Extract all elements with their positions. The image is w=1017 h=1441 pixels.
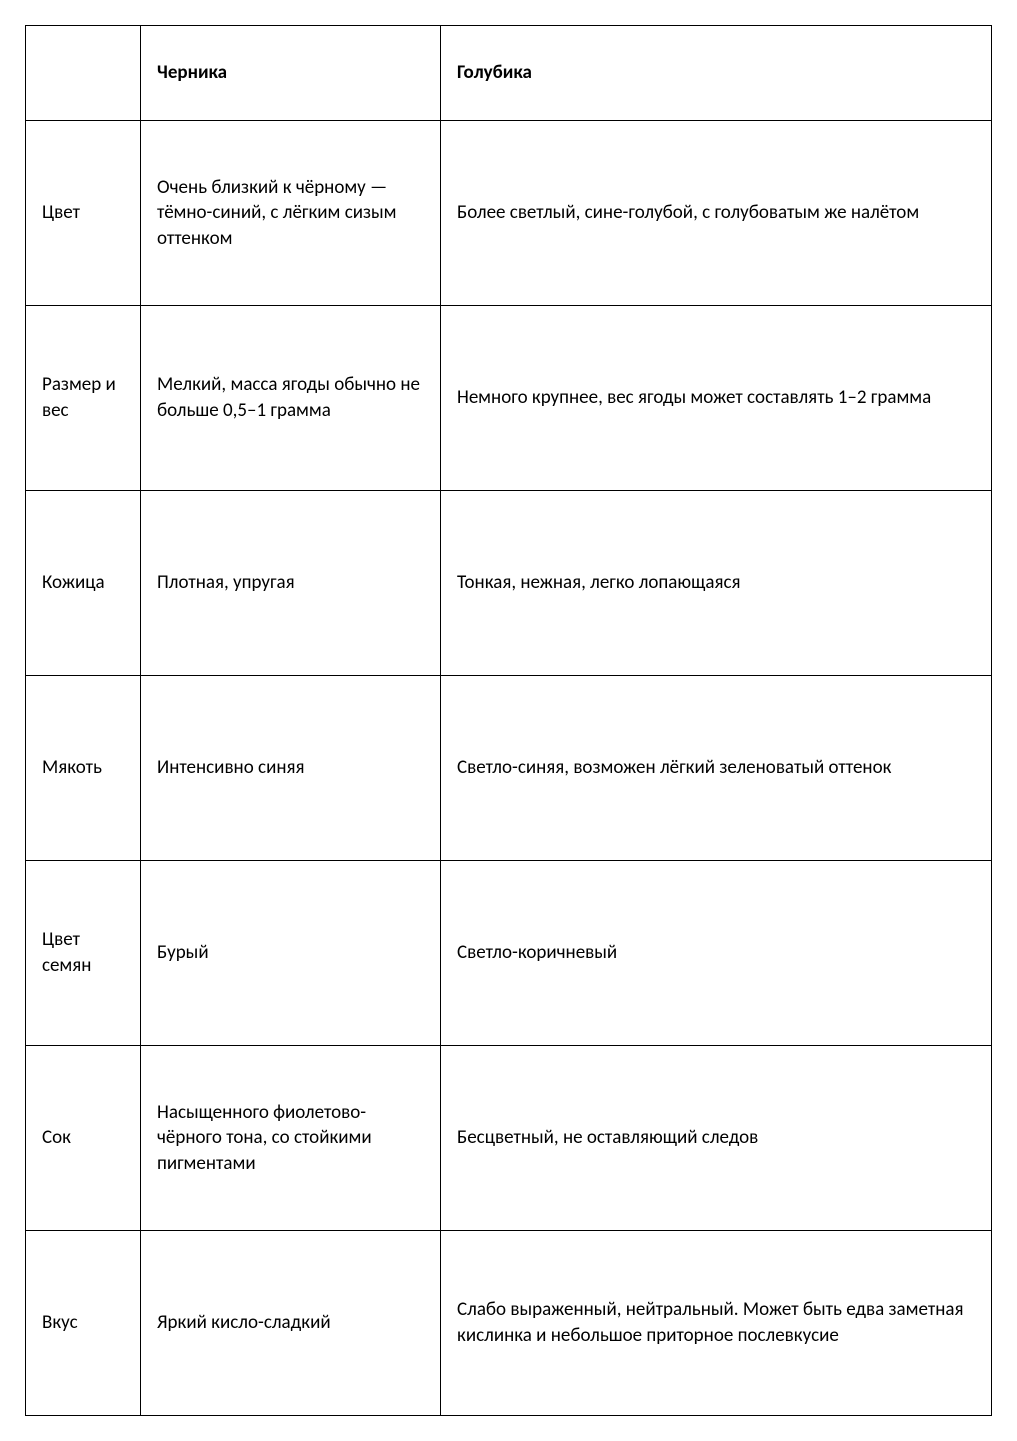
row-label: Мякоть [26,676,141,861]
table-row: Вкус Яркий кисло-сладкий Слабо выраженны… [26,1231,992,1416]
row-label: Вкус [26,1231,141,1416]
cell-col1: Интенсивно синяя [141,676,441,861]
row-label: Сок [26,1046,141,1231]
comparison-table: Черника Голубика Цвет Очень близкий к чё… [25,25,992,1416]
cell-col2: Тонкая, нежная, легко лопающаяся [441,491,992,676]
row-label: Размер и вес [26,306,141,491]
cell-col1: Очень близкий к чёрному — тёмно-синий, с… [141,121,441,306]
cell-col1: Яркий кисло-сладкий [141,1231,441,1416]
table-row: Сок Насыщенного фиолетово-чёрного тона, … [26,1046,992,1231]
row-label: Цвет [26,121,141,306]
table-row: Размер и вес Мелкий, масса ягоды обычно … [26,306,992,491]
header-cell-empty [26,26,141,121]
table-row: Цвет Очень близкий к чёрному — тёмно-син… [26,121,992,306]
cell-col1: Бурый [141,861,441,1046]
cell-col2: Светло-коричневый [441,861,992,1046]
cell-col2: Светло-синяя, возможен лёгкий зеленоваты… [441,676,992,861]
cell-col1: Мелкий, масса ягоды обычно не больше 0,5… [141,306,441,491]
table-row: Кожица Плотная, упругая Тонкая, нежная, … [26,491,992,676]
cell-col2: Более светлый, сине-голубой, с голубоват… [441,121,992,306]
cell-col1: Насыщенного фиолетово-чёрного тона, со с… [141,1046,441,1231]
header-cell-col2: Голубика [441,26,992,121]
table-row: Цвет семян Бурый Светло-коричневый [26,861,992,1046]
cell-col2: Слабо выраженный, нейтральный. Может быт… [441,1231,992,1416]
cell-col2: Немного крупнее, вес ягоды может составл… [441,306,992,491]
header-cell-col1: Черника [141,26,441,121]
cell-col2: Бесцветный, не оставляющий следов [441,1046,992,1231]
table-header-row: Черника Голубика [26,26,992,121]
table-row: Мякоть Интенсивно синяя Светло-синяя, во… [26,676,992,861]
cell-col1: Плотная, упругая [141,491,441,676]
row-label: Цвет семян [26,861,141,1046]
row-label: Кожица [26,491,141,676]
